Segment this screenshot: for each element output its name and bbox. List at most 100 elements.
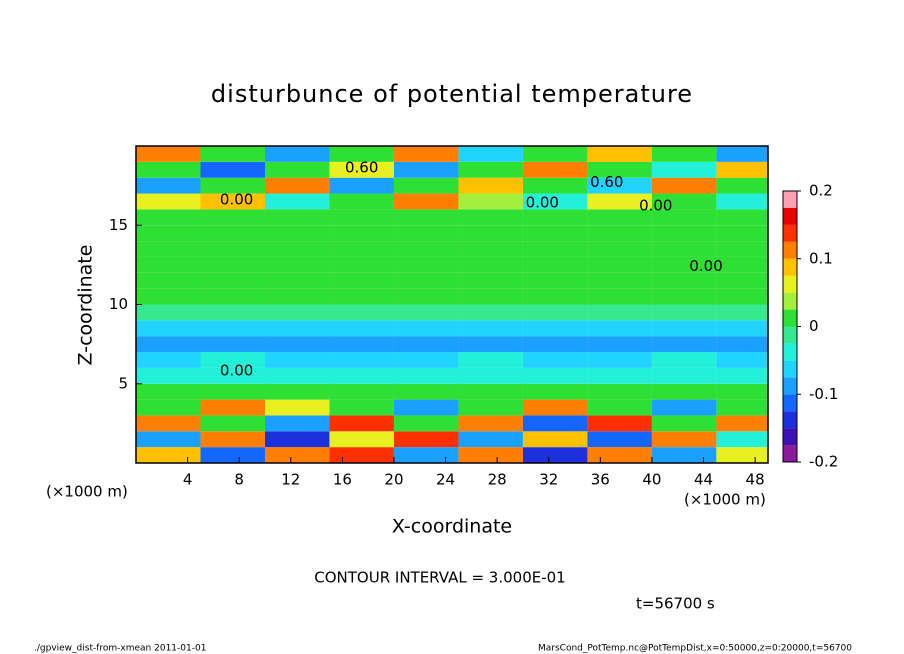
field-cell — [200, 241, 265, 257]
field-cell — [651, 272, 717, 289]
contour-label: 0.00 — [220, 362, 253, 380]
field-cell — [200, 161, 265, 178]
field-cell — [329, 399, 394, 416]
field-cell — [200, 209, 265, 226]
field-cell — [651, 320, 717, 337]
field-cell — [200, 336, 265, 353]
field-cell — [716, 225, 768, 242]
field-cell — [716, 241, 768, 257]
field-cell — [587, 225, 652, 242]
field-cell — [587, 161, 652, 178]
colorbar-swatch — [783, 207, 797, 225]
field-cell — [458, 320, 523, 337]
field-cell — [458, 256, 523, 273]
field-cell — [651, 399, 717, 416]
field-cell — [522, 320, 588, 337]
field-cell — [264, 415, 330, 432]
field-cell — [716, 304, 768, 321]
field-cell — [651, 336, 717, 353]
x-tick-label: 40 — [642, 471, 661, 489]
field-cell — [136, 399, 201, 416]
contour-label: 0.00 — [220, 190, 253, 208]
field-cell — [458, 336, 523, 353]
field-cell — [200, 225, 265, 242]
field-cell — [264, 256, 330, 273]
colorbar-swatch — [783, 191, 797, 208]
field-cell — [522, 367, 588, 384]
field-cell — [200, 352, 265, 368]
field-cell — [329, 177, 394, 194]
field-cell — [329, 304, 394, 321]
x-axis-label: X-coordinate — [392, 516, 512, 538]
field-cell — [716, 146, 768, 162]
field-cell — [136, 241, 201, 257]
field-cell — [458, 431, 523, 448]
field-cell — [716, 272, 768, 289]
colorbar-swatch — [783, 445, 797, 462]
field-cell — [651, 193, 717, 210]
field-cell — [329, 431, 394, 448]
field-cell — [651, 367, 717, 384]
field-cell — [136, 304, 201, 321]
field-cell — [264, 225, 330, 242]
contour-label: 0.00 — [639, 197, 672, 215]
field-cell — [264, 447, 330, 463]
x-tick-label: 20 — [384, 471, 403, 489]
field-cell — [136, 209, 201, 226]
field-cell — [329, 241, 394, 257]
field-cell — [264, 367, 330, 384]
x-tick-label: 44 — [694, 471, 713, 489]
field-cell — [393, 447, 459, 463]
field-cell — [264, 304, 330, 321]
field-cell — [716, 177, 768, 194]
colorbar-swatch — [783, 343, 797, 361]
colorbar-swatch — [783, 258, 797, 276]
field-cell — [200, 146, 265, 162]
colorbar-swatch — [783, 377, 797, 395]
field-cell — [136, 367, 201, 384]
field-cell — [522, 146, 588, 162]
field-cell — [458, 193, 523, 210]
field-cell — [393, 383, 459, 400]
field-cell — [522, 209, 588, 226]
field-cell — [716, 431, 768, 448]
field-cell — [136, 431, 201, 448]
field-cell — [200, 177, 265, 194]
field-cell — [587, 367, 652, 384]
x-tick-label: 16 — [333, 471, 352, 489]
field-cell — [587, 320, 652, 337]
field-cell — [136, 225, 201, 242]
x-tick-label: 36 — [591, 471, 610, 489]
field-cell — [522, 161, 588, 178]
field-cell — [136, 272, 201, 289]
field-cell — [264, 399, 330, 416]
field-cell — [329, 336, 394, 353]
field-cell — [200, 431, 265, 448]
field-cell — [587, 288, 652, 305]
x-tick-label: 24 — [436, 471, 455, 489]
field-cell — [393, 336, 459, 353]
contour-label: 0.00 — [526, 194, 559, 212]
field-cell — [458, 209, 523, 226]
field-cell — [587, 431, 652, 448]
field-cell — [200, 447, 265, 463]
field-cell — [651, 177, 717, 194]
field-cell — [264, 241, 330, 257]
field-cell — [329, 161, 394, 178]
colorbar-swatch — [783, 428, 797, 446]
colorbar-tick-label: 0.2 — [809, 182, 833, 200]
field-cell — [393, 367, 459, 384]
x-tick-label: 4 — [183, 471, 193, 489]
field-cell — [393, 272, 459, 289]
field-cell — [329, 193, 394, 210]
field-cell — [716, 383, 768, 400]
field-cell — [458, 304, 523, 321]
field-cell — [329, 352, 394, 368]
field-cell — [200, 304, 265, 321]
field-cell — [522, 288, 588, 305]
field-cell — [393, 241, 459, 257]
field-cell — [264, 193, 330, 210]
field-cell — [458, 383, 523, 400]
field-cell — [522, 256, 588, 273]
